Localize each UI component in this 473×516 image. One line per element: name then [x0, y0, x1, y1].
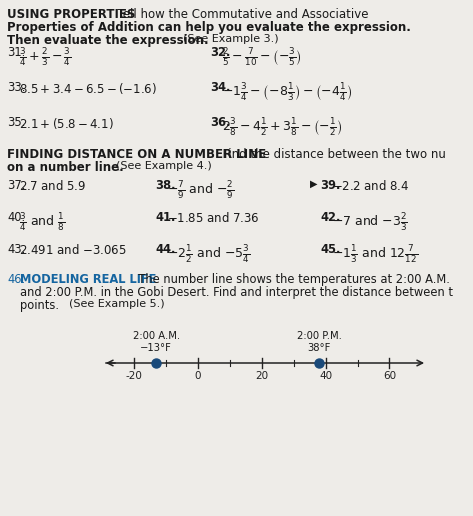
- Text: 43.: 43.: [7, 243, 25, 256]
- Text: 36.: 36.: [210, 116, 230, 129]
- Text: USING PROPERTIES: USING PROPERTIES: [7, 8, 135, 21]
- Text: 40.: 40.: [7, 211, 25, 224]
- Text: 39.: 39.: [320, 179, 341, 192]
- Text: $\frac{2}{5}-\frac{7}{10}-\left(-\frac{3}{5}\right)$: $\frac{2}{5}-\frac{7}{10}-\left(-\frac{3…: [222, 46, 302, 68]
- Text: 0: 0: [194, 371, 201, 381]
- Text: (See Example 3.): (See Example 3.): [176, 34, 279, 44]
- Text: The number line shows the temperatures at 2:00 A.M.: The number line shows the temperatures a…: [131, 273, 450, 286]
- Text: (See Example 5.): (See Example 5.): [62, 299, 165, 309]
- Text: 2:00 P.M.: 2:00 P.M.: [297, 331, 342, 341]
- Text: $2.491$ and $-3.065$: $2.491$ and $-3.065$: [19, 243, 127, 257]
- Text: $\frac{3}{4}+\frac{2}{3}-\frac{3}{4}$: $\frac{3}{4}+\frac{2}{3}-\frac{3}{4}$: [19, 46, 71, 68]
- Text: 41.: 41.: [155, 211, 175, 224]
- Text: 38°F: 38°F: [307, 343, 331, 353]
- Text: $8.5+3.4-6.5-(-1.6)$: $8.5+3.4-6.5-(-1.6)$: [19, 81, 157, 96]
- Text: $\frac{3}{4}$ and $\frac{1}{8}$: $\frac{3}{4}$ and $\frac{1}{8}$: [19, 211, 65, 233]
- Text: $-\frac{7}{9}$ and $-\frac{2}{9}$: $-\frac{7}{9}$ and $-\frac{2}{9}$: [167, 179, 234, 201]
- Text: Tell how the Commutative and Associative: Tell how the Commutative and Associative: [110, 8, 368, 21]
- Text: Find the distance between the two nu: Find the distance between the two nu: [215, 148, 446, 161]
- Text: Then evaluate the expression.: Then evaluate the expression.: [7, 34, 209, 47]
- Text: $2.1+(5.8-4.1)$: $2.1+(5.8-4.1)$: [19, 116, 114, 131]
- Text: 46.: 46.: [7, 273, 25, 286]
- Text: $-2.2$ and $8.4$: $-2.2$ and $8.4$: [332, 179, 410, 193]
- Text: $2\frac{3}{8}-4\frac{1}{2}+3\frac{1}{8}-\left(-\frac{1}{2}\right)$: $2\frac{3}{8}-4\frac{1}{2}+3\frac{1}{8}-…: [222, 116, 342, 138]
- Text: -20: -20: [125, 371, 142, 381]
- Text: 44.: 44.: [155, 243, 175, 256]
- Text: 32.: 32.: [210, 46, 230, 59]
- Text: (See Example 4.): (See Example 4.): [109, 161, 212, 171]
- Text: FINDING DISTANCE ON A NUMBER LINE: FINDING DISTANCE ON A NUMBER LINE: [7, 148, 266, 161]
- Text: ▶: ▶: [310, 179, 317, 189]
- Text: $-1\frac{3}{4}-\left(-8\frac{1}{3}\right)-\left(-4\frac{1}{4}\right)$: $-1\frac{3}{4}-\left(-8\frac{1}{3}\right…: [222, 81, 352, 103]
- Text: 38.: 38.: [155, 179, 175, 192]
- Text: $-1.85$ and $7.36$: $-1.85$ and $7.36$: [167, 211, 260, 225]
- Text: 60: 60: [383, 371, 396, 381]
- Text: 40: 40: [319, 371, 332, 381]
- Text: 31.: 31.: [7, 46, 25, 59]
- Text: points.: points.: [20, 299, 59, 312]
- Text: 20: 20: [255, 371, 268, 381]
- Text: $2.7$ and $5.9$: $2.7$ and $5.9$: [19, 179, 86, 193]
- Text: 2:00 A.M.: 2:00 A.M.: [133, 331, 180, 341]
- Text: Properties of Addition can help you evaluate the expression.: Properties of Addition can help you eval…: [7, 21, 411, 34]
- Text: 33.: 33.: [7, 81, 26, 94]
- Text: 45.: 45.: [320, 243, 341, 256]
- Text: and 2:00 P.M. in the Gobi Desert. Find and interpret the distance between t: and 2:00 P.M. in the Gobi Desert. Find a…: [20, 286, 453, 299]
- Text: 37.: 37.: [7, 179, 26, 192]
- Text: $-1\frac{1}{3}$ and $12\frac{7}{12}$: $-1\frac{1}{3}$ and $12\frac{7}{12}$: [332, 243, 418, 265]
- Text: 35.: 35.: [7, 116, 26, 129]
- Text: on a number line.: on a number line.: [7, 161, 124, 174]
- Text: 34.: 34.: [210, 81, 230, 94]
- Text: −13°F: −13°F: [140, 343, 172, 353]
- Text: $-7$ and $-3\frac{2}{3}$: $-7$ and $-3\frac{2}{3}$: [332, 211, 408, 233]
- Text: 42.: 42.: [320, 211, 341, 224]
- Text: $-2\frac{1}{2}$ and $-5\frac{3}{4}$: $-2\frac{1}{2}$ and $-5\frac{3}{4}$: [167, 243, 250, 265]
- Text: MODELING REAL LIFE: MODELING REAL LIFE: [20, 273, 157, 286]
